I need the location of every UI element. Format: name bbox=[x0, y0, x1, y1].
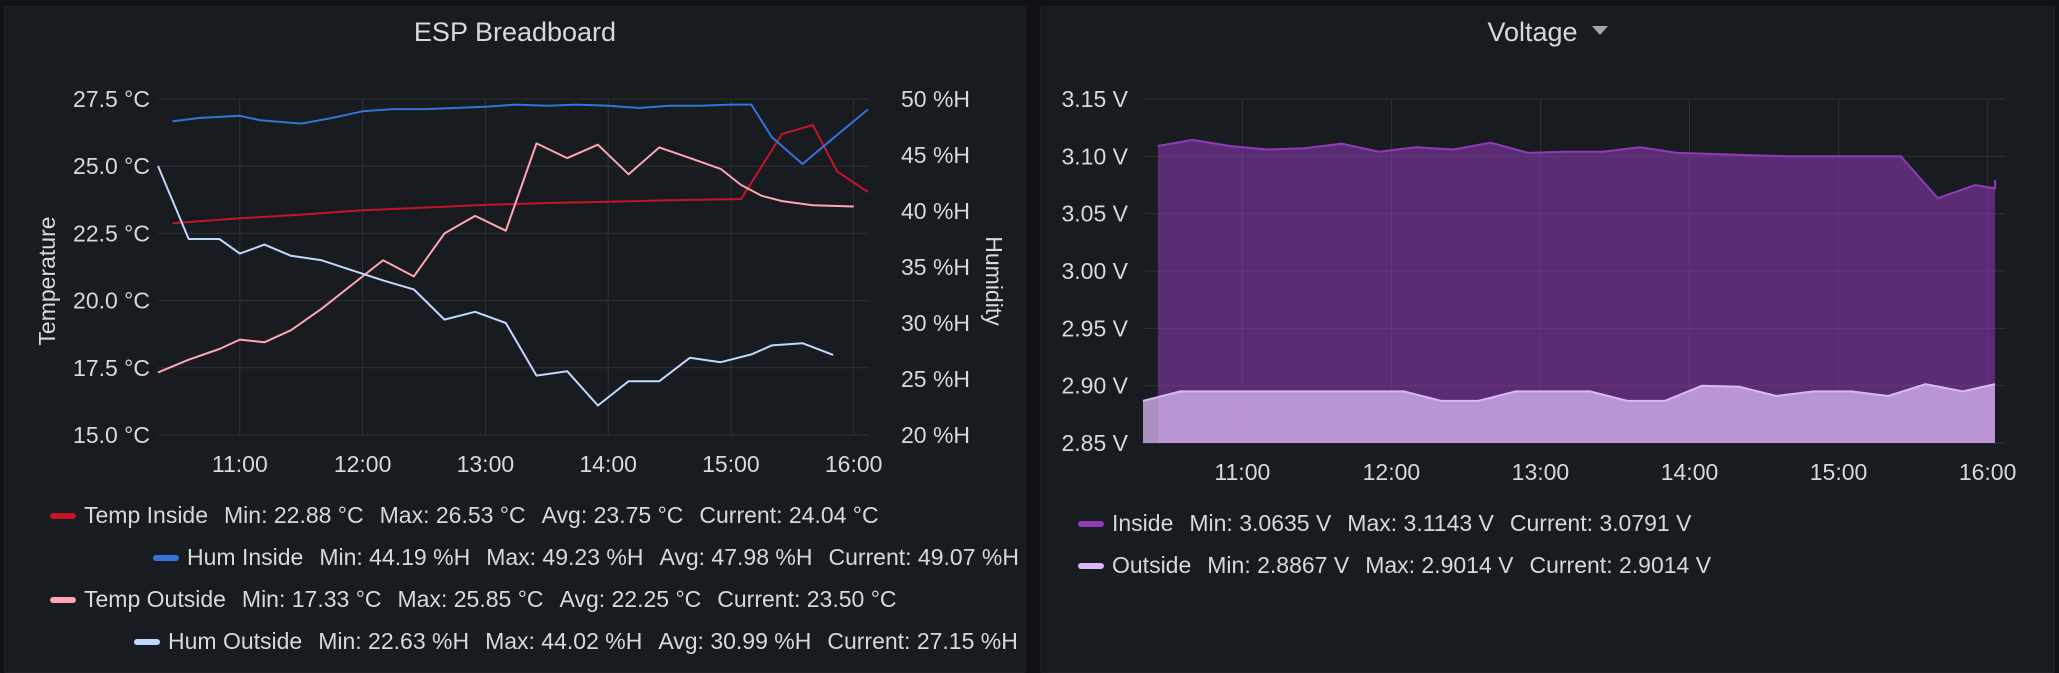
y2-tick-label: 40 %H bbox=[901, 198, 970, 224]
x-tick-label: 14:00 bbox=[579, 451, 637, 477]
series-line-temp-inside bbox=[172, 124, 869, 225]
y-tick-label: 2.90 V bbox=[1062, 373, 1129, 399]
x-tick-label: 15:00 bbox=[1810, 459, 1868, 485]
legend-item-outside[interactable]: Outside Min: 2.8867 V Max: 2.9014 V Current… bbox=[1078, 552, 1711, 579]
legend-stat: Max: 49.23 %H bbox=[486, 544, 644, 570]
series-line-temp-outside bbox=[157, 142, 854, 374]
x-tick-label: 14:00 bbox=[1661, 459, 1719, 485]
y2-tick-label: 20 %H bbox=[901, 422, 970, 448]
legend-stat: Min: 22.88 °C bbox=[224, 502, 364, 528]
x-tick-label: 13:00 bbox=[1512, 459, 1570, 485]
y-tick-label: 3.10 V bbox=[1062, 143, 1129, 169]
chevron-down-icon[interactable] bbox=[1591, 26, 1608, 36]
x-tick-label: 15:00 bbox=[702, 451, 760, 477]
legend-stat: Max: 25.85 °C bbox=[397, 586, 544, 612]
y-tick-label: 22.5 °C bbox=[73, 220, 150, 246]
series-line-hum-inside bbox=[172, 103, 869, 165]
y-tick-label: 15.0 °C bbox=[73, 422, 150, 448]
legend-stat: Avg: 22.25 °C bbox=[559, 586, 702, 612]
x-tick-label: 12:00 bbox=[334, 451, 392, 477]
legend-stat: Min: 3.0635 V bbox=[1189, 510, 1332, 536]
legend-item-hum-outside[interactable]: Hum Outside Min: 22.63 %H Max: 44.02 %H Avg… bbox=[134, 628, 1018, 655]
legend-item-temp-inside[interactable]: Temp Inside Min: 22.88 °C Max: 26.53 °C Avg… bbox=[50, 502, 879, 529]
legend-stat: Avg: 47.98 %H bbox=[659, 544, 813, 570]
series-line-outside bbox=[1142, 383, 1996, 402]
legend-series-name: Outside bbox=[1112, 552, 1192, 578]
series-area-outside bbox=[1143, 384, 1995, 443]
legend-stat: Max: 2.9014 V bbox=[1365, 552, 1514, 578]
y-axis-label: Temperature bbox=[34, 216, 60, 345]
y-tick-label: 2.85 V bbox=[1062, 430, 1129, 456]
legend-item-inside[interactable]: Inside Min: 3.0635 V Max: 3.1143 V Current:… bbox=[1078, 510, 1691, 537]
legend-stat: Min: 44.19 %H bbox=[319, 544, 471, 570]
legend-series-name: Hum Outside bbox=[168, 628, 303, 654]
legend-stat: Current: 23.50 °C bbox=[717, 586, 897, 612]
y-tick-label: 3.15 V bbox=[1062, 86, 1129, 112]
legend-swatch bbox=[1078, 520, 1104, 527]
legend-swatch bbox=[153, 554, 179, 561]
legend-stat: Avg: 23.75 °C bbox=[541, 502, 684, 528]
x-tick-label: 16:00 bbox=[825, 451, 883, 477]
y-tick-label: 2.95 V bbox=[1062, 315, 1129, 341]
x-tick-label: 11:00 bbox=[1214, 459, 1270, 485]
legend-item-hum-inside[interactable]: Hum Inside Min: 44.19 %H Max: 49.23 %H Avg:… bbox=[153, 544, 1019, 571]
y2-axis-label: Humidity bbox=[981, 236, 1007, 326]
y2-tick-label: 25 %H bbox=[901, 366, 970, 392]
legend-stat: Max: 26.53 °C bbox=[379, 502, 526, 528]
panel-title-voltage[interactable]: Voltage bbox=[1041, 17, 2054, 48]
y-tick-label: 3.00 V bbox=[1062, 258, 1129, 284]
panel-title-text: Voltage bbox=[1487, 17, 1578, 47]
legend-swatch bbox=[1078, 562, 1104, 569]
legend-stat: Current: 24.04 °C bbox=[699, 502, 879, 528]
legend-stat: Current: 27.15 %H bbox=[827, 628, 1018, 654]
y2-tick-label: 45 %H bbox=[901, 142, 970, 168]
legend-stat: Max: 44.02 %H bbox=[485, 628, 643, 654]
x-tick-label: 11:00 bbox=[212, 451, 268, 477]
legend-stat: Min: 2.8867 V bbox=[1207, 552, 1350, 578]
x-tick-label: 16:00 bbox=[1959, 459, 2017, 485]
legend-stat: Current: 49.07 %H bbox=[828, 544, 1019, 570]
legend-stat: Current: 3.0791 V bbox=[1509, 510, 1692, 536]
legend-series-name: Temp Outside bbox=[84, 586, 226, 612]
legend-stat: Current: 2.9014 V bbox=[1529, 552, 1712, 578]
legend-stat: Max: 3.1143 V bbox=[1347, 510, 1494, 536]
y2-tick-label: 30 %H bbox=[901, 310, 970, 336]
legend-series-name: Inside bbox=[1112, 510, 1174, 536]
series-line-hum-outside bbox=[157, 165, 834, 407]
legend-series-name: Temp Inside bbox=[84, 502, 209, 528]
series-area-inside bbox=[1157, 139, 1995, 443]
y-tick-label: 27.5 °C bbox=[73, 86, 150, 112]
legend-stat: Min: 17.33 °C bbox=[241, 586, 382, 612]
panel-title[interactable]: ESP Breadboard bbox=[413, 17, 617, 47]
x-tick-label: 12:00 bbox=[1363, 459, 1421, 485]
y-tick-label: 25.0 °C bbox=[73, 153, 150, 179]
x-tick-label: 13:00 bbox=[457, 451, 515, 477]
series-line-inside bbox=[1157, 138, 1996, 200]
y2-tick-label: 50 %H bbox=[901, 86, 970, 112]
legend-item-temp-outside[interactable]: Temp Outside Min: 17.33 °C Max: 25.85 °C Av… bbox=[50, 586, 897, 613]
y2-tick-label: 35 %H bbox=[901, 254, 970, 280]
y-tick-label: 17.5 °C bbox=[73, 355, 150, 381]
y-tick-label: 3.05 V bbox=[1062, 201, 1129, 227]
legend-swatch bbox=[50, 596, 76, 603]
legend-series-name: Hum Inside bbox=[187, 544, 304, 570]
legend-stat: Avg: 30.99 %H bbox=[658, 628, 812, 654]
legend-stat: Min: 22.63 %H bbox=[318, 628, 470, 654]
y-tick-label: 20.0 °C bbox=[73, 288, 150, 314]
legend-swatch bbox=[134, 638, 160, 645]
legend-swatch bbox=[50, 512, 76, 519]
